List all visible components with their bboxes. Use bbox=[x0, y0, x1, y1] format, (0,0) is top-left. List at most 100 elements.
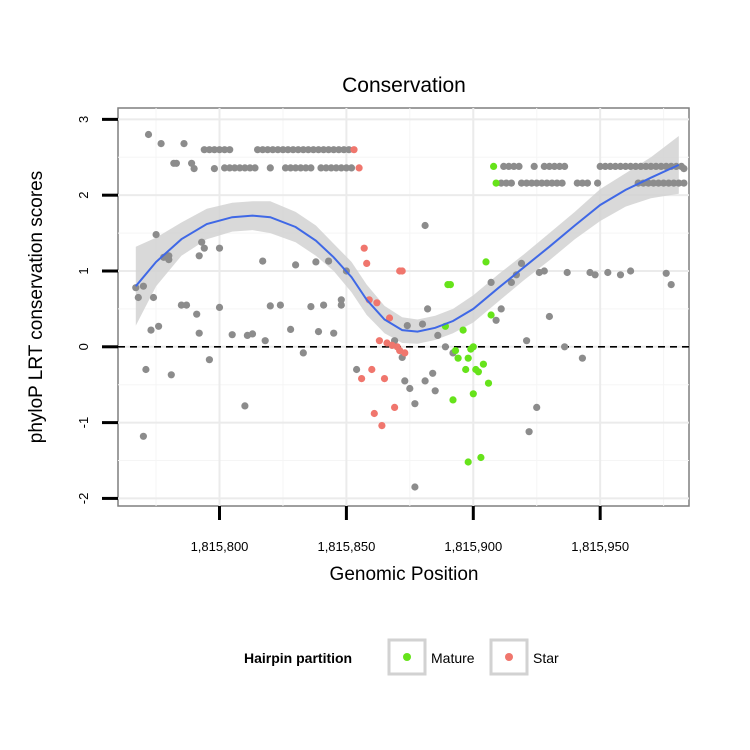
legend-title: Hairpin partition bbox=[244, 650, 352, 666]
point-other bbox=[314, 328, 323, 336]
point-other bbox=[152, 231, 160, 239]
point-star bbox=[378, 422, 386, 430]
point-other bbox=[632, 162, 640, 170]
point-star bbox=[358, 375, 366, 383]
y-tick-label: -2 bbox=[76, 493, 91, 505]
point-mature bbox=[464, 458, 472, 466]
point-star bbox=[363, 259, 371, 267]
point-other bbox=[654, 179, 663, 187]
point-other bbox=[307, 164, 315, 172]
point-other bbox=[538, 179, 546, 187]
point-other bbox=[276, 301, 284, 309]
point-other bbox=[434, 331, 442, 339]
point-mature bbox=[451, 347, 460, 355]
point-other bbox=[591, 271, 599, 279]
point-other bbox=[279, 146, 287, 154]
point-other bbox=[616, 162, 625, 170]
point-star bbox=[398, 267, 406, 275]
y-tick-label: 1 bbox=[76, 267, 91, 274]
point-other bbox=[550, 162, 559, 170]
point-other bbox=[563, 268, 571, 277]
point-other bbox=[647, 162, 655, 170]
smooth-line-group bbox=[135, 163, 680, 333]
point-other bbox=[561, 162, 569, 170]
point-other bbox=[533, 179, 541, 187]
point-star bbox=[360, 244, 368, 252]
point-other bbox=[540, 267, 548, 275]
point-other bbox=[210, 165, 218, 173]
point-other bbox=[226, 146, 234, 154]
point-other bbox=[347, 164, 356, 172]
point-mature bbox=[492, 179, 500, 187]
point-star bbox=[370, 409, 378, 418]
point-other bbox=[259, 146, 267, 154]
confidence-ribbon bbox=[135, 136, 679, 344]
point-other bbox=[337, 164, 345, 172]
point-other bbox=[637, 162, 645, 170]
point-other bbox=[606, 162, 614, 170]
point-other bbox=[332, 164, 340, 172]
point-other bbox=[215, 244, 224, 252]
point-other bbox=[523, 337, 531, 345]
point-other bbox=[515, 162, 523, 170]
point-other bbox=[662, 162, 670, 170]
point-other bbox=[231, 164, 239, 172]
point-other bbox=[266, 302, 274, 310]
point-other bbox=[264, 146, 272, 154]
point-other bbox=[545, 312, 554, 321]
point-mature bbox=[459, 326, 467, 334]
point-mature bbox=[474, 368, 482, 376]
point-other bbox=[210, 146, 218, 154]
point-other bbox=[147, 326, 155, 334]
point-other bbox=[167, 371, 175, 379]
point-other bbox=[330, 146, 338, 154]
x-axis-title: Genomic Position bbox=[330, 564, 479, 585]
point-mature bbox=[449, 396, 457, 404]
point-other bbox=[312, 258, 320, 266]
point-other bbox=[611, 162, 620, 170]
point-other bbox=[261, 337, 269, 345]
point-other bbox=[528, 179, 536, 187]
point-star bbox=[375, 337, 383, 345]
point-mature bbox=[482, 258, 490, 266]
point-other bbox=[205, 146, 213, 154]
legend-label-mature: Mature bbox=[431, 650, 475, 666]
point-other bbox=[314, 146, 323, 154]
point-other bbox=[304, 146, 312, 154]
x-tick-label: 1,815,950 bbox=[571, 539, 629, 554]
point-other bbox=[680, 179, 688, 187]
point-star bbox=[355, 164, 363, 172]
point-other bbox=[248, 330, 257, 338]
point-other bbox=[627, 267, 635, 275]
point-mature bbox=[479, 360, 487, 368]
point-other bbox=[594, 179, 602, 187]
point-other bbox=[226, 164, 234, 172]
point-other bbox=[652, 162, 660, 170]
point-other bbox=[177, 301, 185, 309]
point-other bbox=[182, 301, 191, 309]
point-other bbox=[660, 179, 668, 187]
point-other bbox=[525, 428, 533, 436]
point-other bbox=[543, 179, 551, 187]
point-other bbox=[155, 322, 163, 330]
point-other bbox=[429, 369, 437, 377]
point-other bbox=[287, 325, 295, 333]
point-other bbox=[523, 179, 531, 187]
point-other bbox=[195, 252, 203, 260]
point-other bbox=[533, 403, 541, 411]
legend-marker-star bbox=[505, 653, 513, 661]
x-tick-label: 1,815,900 bbox=[444, 539, 502, 554]
point-mature bbox=[469, 343, 477, 351]
point-other bbox=[642, 162, 650, 170]
point-other bbox=[200, 146, 208, 154]
point-other bbox=[294, 146, 302, 154]
point-other bbox=[403, 322, 411, 330]
point-other bbox=[259, 257, 267, 265]
legend: Hairpin partition Mature Star bbox=[244, 638, 559, 676]
axes: 1,815,800 1,815,850 1,815,900 1,815,950 -2 -1… bbox=[76, 116, 629, 554]
point-mature bbox=[490, 162, 498, 170]
smooth-line bbox=[135, 163, 680, 333]
legend-label-star: Star bbox=[533, 650, 559, 666]
x-tick-label: 1,815,800 bbox=[191, 539, 249, 554]
